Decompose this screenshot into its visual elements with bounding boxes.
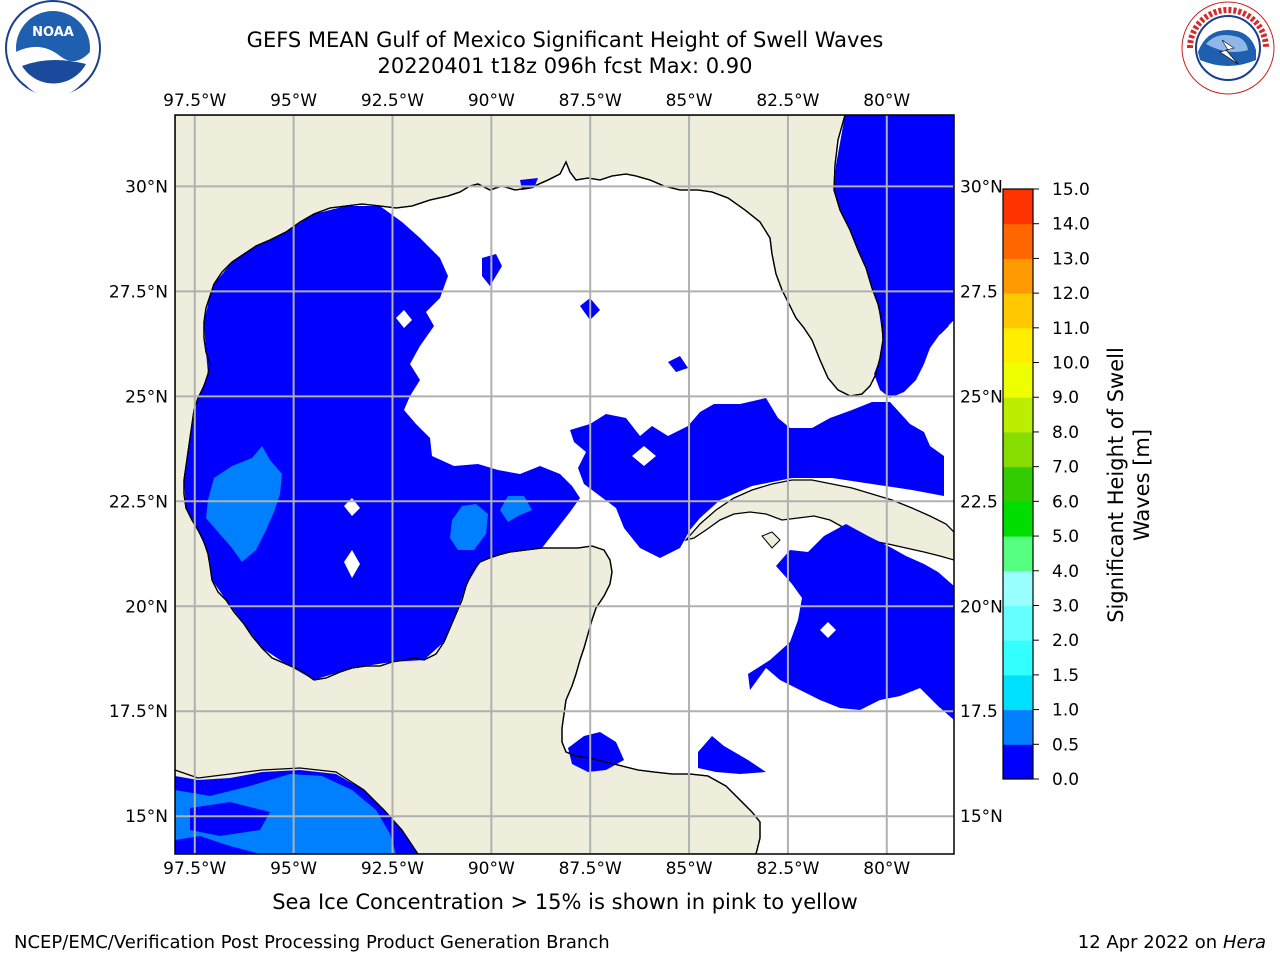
lon-tick-label: 80°W [863, 859, 910, 879]
lat-tick-label-right: 30°N [960, 177, 1003, 197]
colorbar-label-line2: Waves [m] [1130, 429, 1154, 541]
lon-tick-label: 90°W [468, 91, 515, 111]
lat-tick-label-right: 15°N [960, 807, 1003, 827]
lon-tick-label: 97.5°W [163, 91, 226, 111]
lat-labels-left: 30°N 27.5°N 25°N 22.5°N 20°N 17.5°N 15°N [109, 177, 168, 827]
contour-0-0.5-honduras-1 [568, 732, 624, 772]
noaa-logo-text: NOAA [32, 25, 74, 40]
lon-tick-label: 87.5°W [559, 91, 622, 111]
lon-tick-label: 97.5°W [163, 859, 226, 879]
date-label: 12 Apr 2022 on [1077, 932, 1218, 953]
colorbar-frame [1002, 188, 1034, 780]
colorbar-segment [1003, 223, 1033, 259]
lon-tick-label: 92.5°W [361, 91, 424, 111]
colorbar-segment [1003, 744, 1033, 780]
colorbar-tick-label: 15.0 [1052, 180, 1090, 200]
map-area [175, 115, 954, 854]
credit-text: NCEP/EMC/Verification Post Processing Pr… [14, 932, 610, 953]
noaa-logo: NOAA [5, 0, 101, 97]
lon-tick-label: 82.5°W [756, 91, 819, 111]
colorbar-segment [1003, 431, 1033, 468]
lon-tick-label: 82.5°W [756, 859, 819, 879]
lat-tick-label-right: 20°N [960, 597, 1003, 617]
colorbar-tick-label: 0.0 [1052, 770, 1079, 790]
lon-tick-label: 80°W [863, 91, 910, 111]
lon-tick-label: 95°W [270, 859, 317, 879]
colorbar-tick-label: 6.0 [1052, 492, 1079, 512]
colorbar-segment [1003, 570, 1033, 606]
colorbar-segment [1003, 674, 1033, 711]
colorbar-segment [1003, 397, 1033, 433]
sea-ice-caption: Sea Ice Concentration > 15% is shown in … [272, 890, 858, 914]
colorbar-ticks: 0.0 0.5 1.0 1.5 2.0 3.0 4.0 5.0 6.0 7.0 8.0 9.0 10.0… [1033, 180, 1090, 790]
host-name: Hera [1222, 932, 1266, 953]
colorbar-tick-label: 0.5 [1052, 735, 1079, 755]
lat-labels-right: 30°N 27.5 25°N 22.5 20°N 17.5 15°N [960, 177, 1003, 827]
chart-subtitle: 20220401 t18z 096h fcst Max: 0.90 [377, 54, 753, 78]
colorbar-tick-label: 1.0 [1052, 701, 1079, 721]
gridlines [175, 115, 954, 854]
lat-tick-label-left: 17.5°N [109, 702, 168, 722]
colorbar-tick-label: 12.0 [1052, 284, 1090, 304]
colorbar-tick-label: 8.0 [1052, 423, 1079, 443]
contour-0-0.5-east-gulf [570, 398, 944, 558]
colorbar-segment [1003, 327, 1033, 364]
contour-0.5-1.0-west [206, 446, 282, 562]
lat-tick-label-left: 30°N [125, 177, 168, 197]
colorbar-segment [1003, 362, 1033, 398]
lon-tick-label: 95°W [270, 91, 317, 111]
colorbar-segment [1003, 605, 1033, 641]
lat-tick-label-right: 22.5 [960, 492, 998, 512]
map-frame [174, 114, 955, 855]
lon-labels-bottom: 97.5°W 95°W 92.5°W 90°W 87.5°W 85°W 82.5°W 80°W [163, 859, 910, 879]
colorbar-tick-label: 9.0 [1052, 388, 1079, 408]
lat-tick-label-left: 27.5°N [109, 282, 168, 302]
lon-labels-top: 97.5°W 95°W 92.5°W 90°W 87.5°W 85°W 82.5°W 80°W [163, 91, 910, 111]
contour-0-0.5-caribbean [748, 524, 954, 720]
lat-tick-label-left: 25°N [125, 387, 168, 407]
lat-tick-label-right: 27.5 [960, 282, 998, 302]
chart-title: GEFS MEAN Gulf of Mexico Significant Hei… [246, 28, 884, 52]
colorbar-segment [1003, 466, 1033, 502]
colorbar-segment [1003, 536, 1033, 572]
colorbar-tick-label: 3.0 [1052, 596, 1079, 616]
colorbar-tick-label: 5.0 [1052, 527, 1079, 547]
colorbar-tick-label: 1.5 [1052, 666, 1079, 686]
colorbar-segment [1003, 293, 1033, 329]
colorbar-tick-label: 13.0 [1052, 249, 1090, 269]
lon-tick-label: 90°W [468, 859, 515, 879]
colorbar-tick-label: 4.0 [1052, 562, 1079, 582]
lat-tick-label-left: 15°N [125, 807, 168, 827]
lon-tick-label: 85°W [666, 859, 713, 879]
colorbar-tick-label: 11.0 [1052, 319, 1090, 339]
colorbar-tick-label: 10.0 [1052, 354, 1090, 374]
colorbar-segment [1003, 709, 1033, 745]
lat-tick-label-left: 22.5°N [109, 492, 168, 512]
contour-0.5-1.0-central [450, 504, 488, 550]
colorbar-label-line1: Significant Height of Swell [1104, 347, 1128, 623]
swell-contours [175, 115, 954, 854]
colorbar-tick-label: 2.0 [1052, 631, 1079, 651]
lat-tick-label-right: 25°N [960, 387, 1003, 407]
colorbar-segment [1003, 189, 1033, 225]
lat-tick-label-left: 20°N [125, 597, 168, 617]
colorbar-tick-label: 14.0 [1052, 215, 1090, 235]
lon-tick-label: 87.5°W [559, 859, 622, 879]
lon-tick-label: 92.5°W [361, 859, 424, 879]
colorbar-segment [1003, 640, 1033, 676]
colorbar [1003, 189, 1033, 780]
contour-0-0.5-honduras-2 [698, 736, 766, 774]
lat-tick-label-right: 17.5 [960, 702, 998, 722]
colorbar-segment [1003, 501, 1033, 537]
lon-tick-label: 85°W [666, 91, 713, 111]
colorbar-tick-label: 7.0 [1052, 458, 1079, 478]
date-text: 12 Apr 2022 on Hera [1078, 932, 1266, 953]
colorbar-segment [1003, 258, 1033, 294]
nws-logo [1181, 1, 1275, 95]
